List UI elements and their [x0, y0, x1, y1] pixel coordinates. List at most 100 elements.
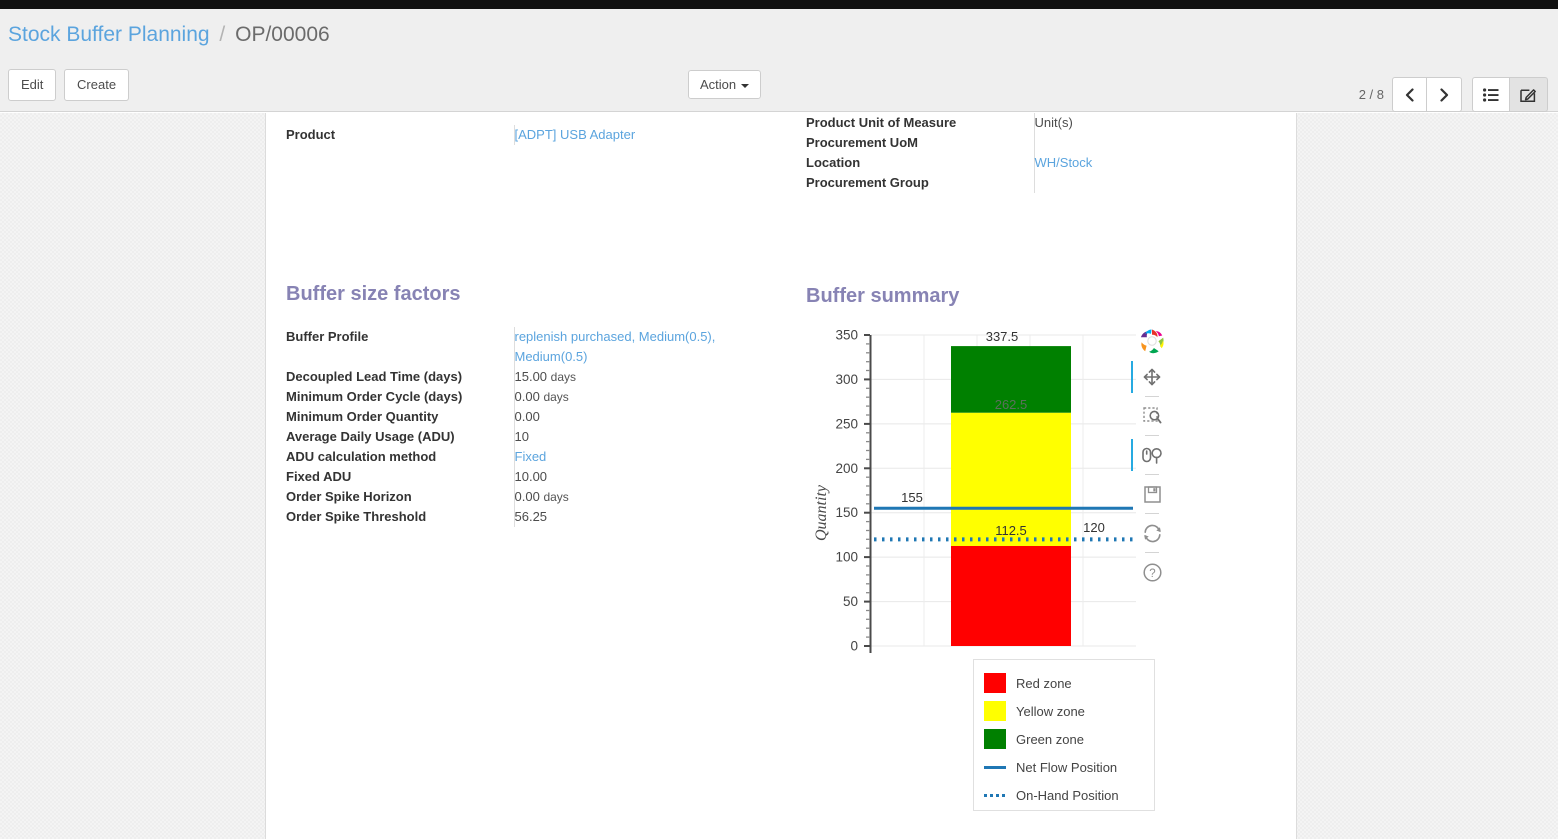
- toolbar-divider: [1145, 396, 1159, 397]
- system-top-bar: [0, 0, 1558, 9]
- field-row-product: Product [ADPT] USB Adapter: [286, 125, 791, 145]
- chart-bar-yellow-zone[interactable]: [951, 412, 1071, 546]
- legend-swatch-red-zone: [984, 673, 1006, 693]
- field-value-procurement-uom: [1034, 133, 1296, 153]
- legend-item-on-hand-position[interactable]: On-Hand Position: [984, 781, 1144, 809]
- product-link[interactable]: [ADPT] USB Adapter: [514, 127, 636, 142]
- view-switcher: [1472, 77, 1548, 112]
- toolbar-divider: [1145, 435, 1159, 436]
- create-button[interactable]: Create: [64, 69, 130, 101]
- field-row-procurement-group: Procurement Group: [806, 173, 1296, 193]
- legend-swatch-net-flow-position: [984, 757, 1006, 777]
- field-label-decoupled-lead-time: Decoupled Lead Time (days): [286, 367, 515, 387]
- previous-record-button[interactable]: [1392, 77, 1427, 112]
- field-value-buffer-profile: replenish purchased, Medium(0.5), Medium…: [514, 327, 791, 367]
- location-link[interactable]: WH/Stock: [1034, 155, 1093, 170]
- legend-item-yellow-zone[interactable]: Yellow zone: [984, 697, 1144, 725]
- field-row-average-daily-usage: Average Daily Usage (ADU) 10: [286, 427, 791, 447]
- help-tool-icon: ?: [1142, 562, 1162, 582]
- toolbar-divider: [1145, 513, 1159, 514]
- form-group-left: Product [ADPT] USB Adapter: [286, 125, 791, 145]
- chart-label-on-hand-120: 120: [1083, 520, 1105, 535]
- field-label-fixed-adu: Fixed ADU: [286, 467, 515, 487]
- field-value-minimum-order-cycle: 0.00 days: [514, 387, 791, 407]
- minimum-order-cycle-unit: days: [543, 390, 569, 404]
- chart-label-green-yellow-262-5: 262.5: [995, 397, 1028, 412]
- reset-tool-icon: [1143, 524, 1161, 542]
- buffer-size-factors-table: Buffer Profile replenish purchased, Medi…: [286, 327, 791, 527]
- chart-y-axis-title: Quantity: [813, 484, 830, 541]
- field-value-order-spike-horizon: 0.00 days: [514, 487, 791, 507]
- box-zoom-tool-button[interactable]: [1137, 397, 1167, 435]
- legend-item-green-zone[interactable]: Green zone: [984, 725, 1144, 753]
- chart-y-axis-tick-labels: 0 50 100 150 200 250 300 350: [835, 328, 858, 654]
- svg-text:50: 50: [843, 594, 858, 609]
- reset-tool-button[interactable]: [1137, 514, 1167, 552]
- toolbar-divider: [1145, 474, 1159, 475]
- next-record-button[interactable]: [1427, 77, 1462, 112]
- breadcrumb-root-link[interactable]: Stock Buffer Planning: [8, 23, 210, 46]
- order-spike-horizon-unit: days: [543, 490, 569, 504]
- record-action-buttons: Edit Create: [8, 69, 133, 101]
- adu-calculation-method-link[interactable]: Fixed: [514, 449, 547, 464]
- chart-bar-red-zone[interactable]: [951, 546, 1071, 646]
- field-label-procurement-uom: Procurement UoM: [806, 133, 1035, 153]
- buffer-summary-chart[interactable]: 337.5 262.5 155 112.5 120: [806, 323, 1146, 653]
- save-tool-button[interactable]: [1137, 475, 1167, 513]
- page-right-gutter: [1297, 113, 1558, 839]
- field-row-fixed-adu: Fixed ADU 10.00: [286, 467, 791, 487]
- field-label-product: Product: [286, 125, 515, 145]
- pan-tool-icon: [1143, 368, 1161, 386]
- field-value-fixed-adu: 10.00: [514, 469, 548, 484]
- legend-item-red-zone[interactable]: Red zone: [984, 669, 1144, 697]
- legend-label-yellow-zone: Yellow zone: [1016, 703, 1085, 719]
- field-label-procurement-group: Procurement Group: [806, 173, 1035, 193]
- field-row-minimum-order-quantity: Minimum Order Quantity 0.00: [286, 407, 791, 427]
- form-view-button[interactable]: [1510, 77, 1548, 112]
- field-value-product: [ADPT] USB Adapter: [514, 125, 791, 145]
- field-row-minimum-order-cycle: Minimum Order Cycle (days) 0.00 days: [286, 387, 791, 407]
- buffer-summary-title: Buffer summary: [806, 285, 960, 307]
- buffer-summary-chart-svg: 337.5 262.5 155 112.5 120: [813, 328, 1136, 654]
- field-row-order-spike-threshold: Order Spike Threshold 56.25: [286, 507, 791, 527]
- edit-button[interactable]: Edit: [8, 69, 57, 101]
- chart-legend: Red zone Yellow zone Green zone Net Flow…: [973, 659, 1155, 811]
- buffer-profile-link[interactable]: replenish purchased, Medium(0.5), Medium…: [514, 329, 716, 364]
- form-group-right: Product Unit of Measure Unit(s) Procurem…: [806, 113, 1296, 193]
- chart-bar-green-zone[interactable]: [951, 346, 1071, 413]
- field-label-buffer-profile: Buffer Profile: [286, 327, 515, 367]
- legend-label-net-flow-position: Net Flow Position: [1016, 759, 1118, 775]
- chevron-down-icon: [741, 83, 750, 88]
- box-zoom-tool-icon: [1143, 407, 1162, 424]
- svg-text:200: 200: [835, 461, 858, 476]
- field-label-adu-calculation-method: ADU calculation method: [286, 447, 515, 467]
- field-label-minimum-order-cycle: Minimum Order Cycle (days): [286, 387, 515, 407]
- decoupled-lead-time-value: 15.00: [514, 369, 548, 384]
- chevron-left-icon: [1405, 87, 1414, 102]
- chart-label-net-flow-155: 155: [901, 490, 923, 505]
- field-label-average-daily-usage: Average Daily Usage (ADU): [286, 427, 515, 447]
- legend-label-red-zone: Red zone: [1016, 675, 1072, 691]
- field-value-adu-calculation-method: Fixed: [514, 447, 791, 467]
- legend-swatch-on-hand-position: [984, 785, 1006, 805]
- help-tool-button[interactable]: ?: [1137, 553, 1167, 591]
- field-value-procurement-group: [1034, 173, 1296, 193]
- svg-text:0: 0: [850, 639, 858, 654]
- field-row-decoupled-lead-time: Decoupled Lead Time (days) 15.00 days: [286, 367, 791, 387]
- svg-text:150: 150: [835, 505, 858, 520]
- field-label-order-spike-horizon: Order Spike Horizon: [286, 487, 515, 507]
- breadcrumb-current-record: OP/00006: [235, 23, 330, 46]
- minimum-order-cycle-value: 0.00: [514, 389, 540, 404]
- toolbar-divider: [1145, 552, 1159, 553]
- legend-item-net-flow-position[interactable]: Net Flow Position: [984, 753, 1144, 781]
- wheel-zoom-tool-button[interactable]: [1131, 436, 1167, 474]
- save-tool-icon: [1143, 485, 1161, 503]
- action-dropdown-button[interactable]: Action: [688, 70, 762, 99]
- field-value-product-unit-of-measure: Unit(s): [1034, 115, 1073, 130]
- decoupled-lead-time-unit: days: [550, 370, 577, 384]
- pan-tool-button[interactable]: [1131, 358, 1167, 396]
- list-view-button[interactable]: [1472, 77, 1510, 112]
- breadcrumb-separator: /: [219, 23, 226, 46]
- wheel-zoom-tool-icon: [1142, 447, 1162, 464]
- chart-y-axis-minor-ticks: [866, 343, 870, 638]
